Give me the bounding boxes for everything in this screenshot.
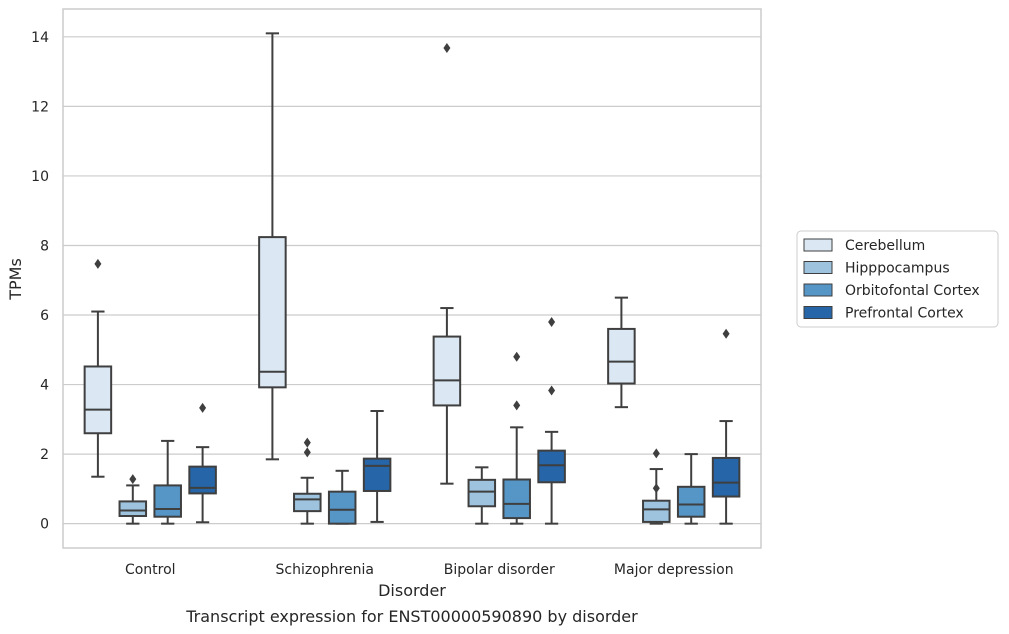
outlier-point: [94, 258, 102, 269]
y-tick-label: 4: [40, 378, 49, 394]
box: [293, 492, 322, 513]
box: [537, 449, 566, 484]
box-group: [607, 296, 636, 409]
outlier-point: [652, 448, 660, 459]
legend-swatch: [803, 261, 833, 274]
legend-swatch: [803, 306, 833, 319]
chart-caption: Transcript expression for ENST0000059089…: [185, 607, 638, 626]
box-group: [711, 328, 741, 525]
box: [432, 335, 462, 407]
box: [467, 478, 497, 508]
grid-lines: [63, 36, 761, 525]
box-group: [83, 258, 113, 478]
y-axis-label: TPMs: [6, 258, 25, 301]
x-tick-label: Schizophrenia: [276, 562, 374, 578]
outlier-point: [548, 385, 556, 396]
box-group: [432, 42, 462, 485]
legend-label: Hipppocampus: [845, 261, 950, 277]
box: [676, 485, 706, 518]
outlier-point: [722, 328, 730, 339]
box: [327, 490, 357, 525]
legend-label: Prefrontal Cortex: [845, 306, 964, 322]
outlier-point: [129, 474, 137, 485]
legend-label: Cerebellum: [845, 238, 925, 254]
box: [362, 457, 392, 492]
legend-swatch: [803, 238, 833, 252]
outlier-point: [652, 483, 660, 494]
box: [258, 236, 287, 389]
box-group: [188, 402, 217, 524]
y-tick-label: 0: [40, 517, 49, 533]
y-tick-label: 12: [31, 99, 49, 115]
legend-swatch: [803, 283, 833, 297]
box: [83, 365, 113, 435]
y-tick-label: 6: [40, 308, 49, 324]
box-group: [258, 32, 287, 461]
box: [188, 465, 217, 495]
box-group: [362, 409, 392, 523]
x-tick-label: Major depression: [614, 562, 734, 578]
box: [118, 500, 148, 518]
outlier-point: [199, 402, 207, 413]
x-axis-ticks: Control Schizophrenia Bipolar disorder Majo…: [125, 562, 734, 578]
legend-frame: [796, 230, 999, 328]
box-group: [327, 469, 357, 525]
outlier-point: [513, 400, 521, 411]
y-tick-label: 14: [31, 30, 49, 46]
box: [642, 499, 671, 523]
box: [607, 327, 636, 385]
outlier-point: [303, 437, 311, 448]
outlier-point: [548, 316, 556, 327]
box-group: [153, 439, 182, 525]
x-tick-label: Control: [125, 562, 176, 578]
outlier-point: [513, 351, 521, 362]
box-group: [676, 453, 706, 525]
y-axis-ticks: 0 2 4 6 8 10 12 14: [31, 30, 49, 533]
legend-label: Orbitofontal Cortex: [845, 283, 980, 299]
plot-frame: [62, 8, 762, 549]
x-tick-label: Bipolar disorder: [444, 562, 555, 578]
box-plot-area: [83, 32, 741, 525]
box: [711, 456, 741, 498]
y-tick-label: 10: [31, 169, 49, 185]
box-group: [537, 316, 566, 525]
box-group: [467, 466, 497, 525]
box-group: [118, 474, 148, 525]
box-group: [642, 448, 671, 525]
x-axis-label: Disorder: [378, 581, 446, 600]
box-group: [502, 351, 531, 525]
box: [153, 484, 182, 518]
legend: Cerebellum Hipppocampus Orbitofontal Corte…: [796, 230, 999, 328]
y-tick-label: 2: [40, 447, 49, 463]
y-tick-label: 8: [40, 238, 49, 254]
box-group: [293, 437, 322, 525]
outlier-point: [443, 42, 451, 53]
outlier-point: [303, 447, 311, 458]
box: [502, 478, 531, 520]
